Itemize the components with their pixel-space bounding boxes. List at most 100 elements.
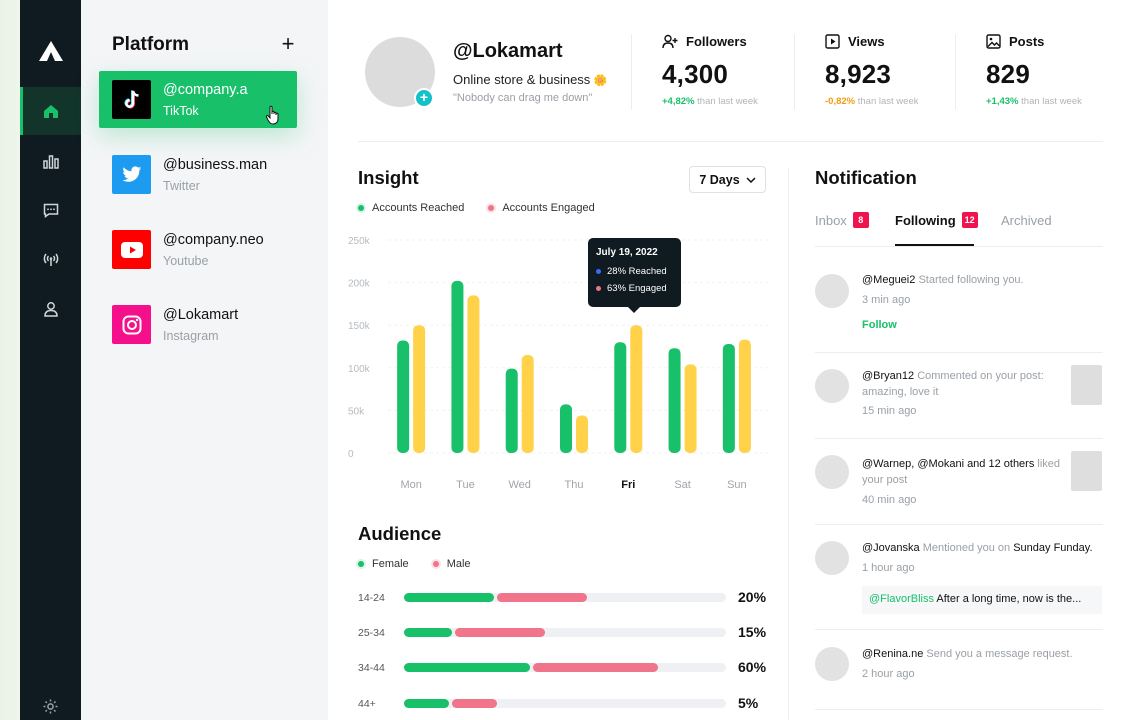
x-tick-label: Thu xyxy=(565,479,584,491)
nav-messages[interactable] xyxy=(20,186,81,234)
chart-bar-sun-engaged[interactable] xyxy=(738,339,751,453)
chart-bar-wed-engaged[interactable] xyxy=(521,355,534,453)
stats-divider xyxy=(794,34,795,110)
y-tick-label: 100k xyxy=(348,364,371,375)
notification-target[interactable]: Sunday Funday. xyxy=(1013,542,1093,554)
x-tick-label: Tue xyxy=(456,479,475,491)
audience-track xyxy=(404,628,726,637)
chart-bar-thu-engaged[interactable] xyxy=(576,415,588,453)
notification-avatar[interactable] xyxy=(815,369,849,403)
chart-bar-thu-reached[interactable] xyxy=(560,404,572,453)
legend-item: Accounts Engaged xyxy=(488,202,595,214)
platform-item-tiktok[interactable]: @company.a TikTok xyxy=(99,71,297,128)
notification-item[interactable]: @Warnep, @Mokani and 12 others liked you… xyxy=(815,439,1103,525)
notification-item[interactable]: @Renina.ne Send you a message request. 2… xyxy=(815,630,1103,710)
notification-user[interactable]: @Renina.ne xyxy=(862,648,924,660)
notification-item[interactable]: @Bryan12 Commented on your post: amazing… xyxy=(815,353,1103,439)
legend-item: Accounts Reached xyxy=(358,202,464,214)
nav-home[interactable] xyxy=(20,87,81,135)
notification-user[interactable]: @Bryan12 xyxy=(862,370,915,382)
chart-bar-tue-reached[interactable] xyxy=(451,280,464,453)
y-tick-label: 200k xyxy=(348,279,371,290)
nav-analytics[interactable] xyxy=(20,137,81,185)
notification-message: Commented on your post: amazing, love it xyxy=(862,370,1044,398)
stat-followers: Followers 4,300 +4,82% than last week xyxy=(662,34,812,107)
x-tick-label: Sun xyxy=(727,479,747,491)
tab-count-badge: 12 xyxy=(961,212,978,228)
nav-profile[interactable] xyxy=(20,285,81,333)
x-tick-label: Wed xyxy=(509,479,531,491)
notification-user[interactable]: @Meguei2 xyxy=(862,274,916,286)
chart-bar-mon-reached[interactable] xyxy=(397,340,410,453)
notification-text: @Bryan12 Commented on your post: amazing… xyxy=(862,368,1062,400)
follow-back-button[interactable]: Follow xyxy=(862,319,897,331)
platform-network: Twitter xyxy=(163,179,200,193)
post-thumbnail[interactable] xyxy=(1071,451,1102,491)
notification-avatar[interactable] xyxy=(815,647,849,681)
notification-avatar[interactable] xyxy=(815,455,849,489)
twitter-icon xyxy=(112,155,151,194)
platform-network: TikTok xyxy=(163,104,199,118)
mention-preview-text: After a long time, now is the... xyxy=(936,593,1082,605)
notification-item[interactable]: @Meguei2 Started following you. 3 min ag… xyxy=(815,258,1103,353)
notification-text: @Warnep, @Mokani and 12 others liked you… xyxy=(862,456,1062,488)
notification-item[interactable]: @Jovanska Mentioned you on Sunday Funday… xyxy=(815,525,1103,630)
stats-divider xyxy=(631,34,632,110)
platform-item-twitter[interactable]: @business.man Twitter xyxy=(99,146,297,203)
chart-bar-sun-reached[interactable] xyxy=(722,343,735,453)
add-avatar-button[interactable]: + xyxy=(414,88,434,108)
profile-bio: Online store & business 🌼 xyxy=(453,72,608,87)
x-tick-label: Sat xyxy=(674,479,691,491)
notification-user[interactable]: @Jovanska xyxy=(862,542,920,554)
broadcast-icon xyxy=(43,253,58,266)
stat-label: Views xyxy=(848,34,885,49)
chart-bar-fri-reached[interactable] xyxy=(614,342,627,453)
nav-broadcast[interactable] xyxy=(20,235,81,283)
insight-legend: Accounts Reached Accounts Engaged xyxy=(358,202,595,214)
platform-handle: @company.a xyxy=(163,82,248,98)
add-platform-button[interactable]: + xyxy=(281,31,295,56)
platform-item-instagram[interactable]: @Lokamart Instagram xyxy=(99,296,297,353)
chart-bar-sat-reached[interactable] xyxy=(668,348,681,453)
notification-avatar[interactable] xyxy=(815,541,849,575)
chart-bar-fri-engaged[interactable] xyxy=(630,325,643,453)
x-tick-label: Mon xyxy=(400,479,421,491)
legend-item: Male xyxy=(432,558,471,570)
notification-avatar[interactable] xyxy=(815,274,849,308)
tab-active-indicator xyxy=(895,244,974,246)
insight-bar-chart: 0 50k 100k 150k 200k 250k Mon Tue Wed Thu Fri Sat Su… xyxy=(348,236,768,491)
notification-time: 2 hour ago xyxy=(862,668,915,680)
notification-user[interactable]: @Warnep, @Mokani and 12 others xyxy=(862,458,1035,470)
stat-label: Followers xyxy=(686,34,747,49)
platform-network: Instagram xyxy=(163,329,219,343)
flower-emoji-icon: 🌼 xyxy=(593,75,608,87)
tab-following[interactable]: Following 12 xyxy=(895,210,978,230)
chart-bar-mon-engaged[interactable] xyxy=(413,325,426,453)
range-dropdown[interactable]: 7 Days xyxy=(689,166,766,193)
mention-preview[interactable]: @FlavorBliss After a long time, now is t… xyxy=(862,586,1102,614)
stat-value: 4,300 xyxy=(662,59,729,89)
app-window: Platform + @company.a TikTok @business.m… xyxy=(20,0,1128,720)
chart-bar-tue-engaged[interactable] xyxy=(467,295,480,453)
platform-panel-title: Platform xyxy=(112,34,190,55)
tab-count-badge: 8 xyxy=(852,212,869,228)
tiktok-icon xyxy=(112,80,151,119)
settings-gear-icon[interactable] xyxy=(42,698,59,715)
mention-tag[interactable]: @FlavorBliss xyxy=(869,593,934,605)
chat-icon xyxy=(43,203,58,218)
chart-bar-wed-reached[interactable] xyxy=(505,368,518,453)
stat-delta-suffix: than last week xyxy=(1021,96,1082,107)
audience-age: 34-44 xyxy=(358,662,385,674)
stat-delta: +4,82% than last week xyxy=(662,96,812,107)
platform-handle: @company.neo xyxy=(163,232,264,248)
tab-inbox[interactable]: Inbox 8 xyxy=(815,210,869,230)
audience-row: 44+ 5% xyxy=(358,694,778,714)
audience-legend: Female Male xyxy=(358,558,471,570)
chart-bar-sat-engaged[interactable] xyxy=(684,364,697,453)
platform-item-youtube[interactable]: @company.neo Youtube xyxy=(99,221,297,278)
stat-delta-suffix: than last week xyxy=(697,96,758,107)
post-thumbnail[interactable] xyxy=(1071,365,1102,405)
tooltip-row-label: 28% Reached xyxy=(607,266,667,277)
tab-archived[interactable]: Archived xyxy=(1001,210,1052,230)
user-plus-icon xyxy=(662,34,678,49)
